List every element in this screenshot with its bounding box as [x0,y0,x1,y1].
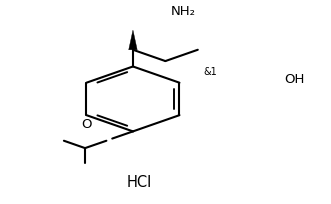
Text: O: O [81,118,92,130]
Text: NH₂: NH₂ [171,5,196,18]
Polygon shape [129,31,137,51]
Text: &1: &1 [204,67,217,77]
Text: OH: OH [284,72,305,85]
Text: HCl: HCl [127,174,152,189]
